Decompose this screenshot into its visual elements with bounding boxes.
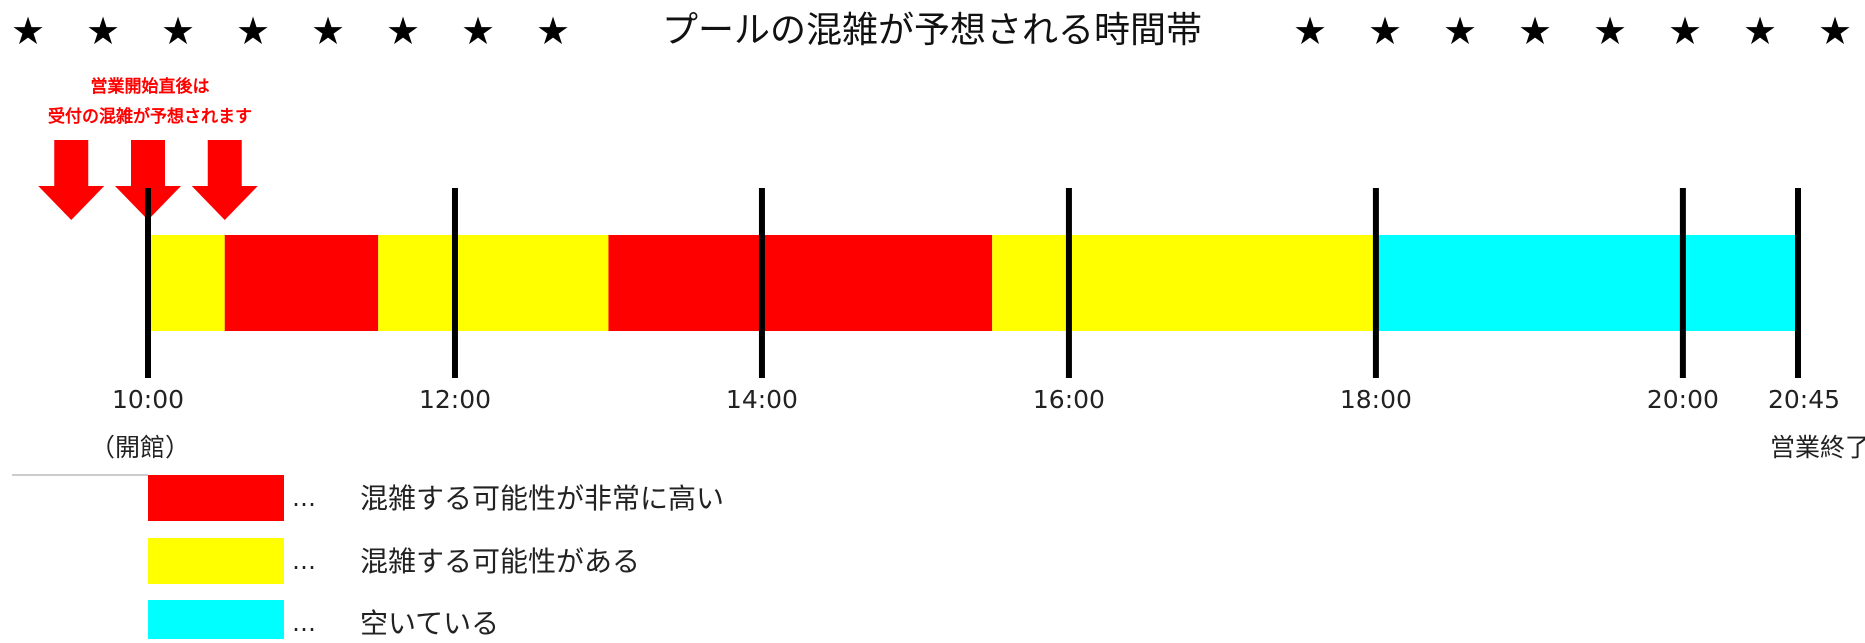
arrow-down-icon xyxy=(191,140,258,220)
tick-label: 20:00 xyxy=(1647,385,1719,414)
legend-marker: … xyxy=(292,609,316,637)
tick-label: 14:00 xyxy=(726,385,798,414)
star-icon: ★ xyxy=(386,9,420,53)
legend-swatch-possible xyxy=(148,538,284,584)
star-decoration: ★ ★ ★ ★ ★ ★ ★ ★ ★ ★ ★ ★ ★ ★ ★ ★ xyxy=(11,9,1852,53)
note-line-1: 営業開始直後は xyxy=(91,76,210,97)
tick-label: 20:45 xyxy=(1768,385,1840,414)
tick-label: 16:00 xyxy=(1033,385,1105,414)
tick-line xyxy=(1679,188,1686,378)
star-icon: ★ xyxy=(1668,9,1702,53)
segment-high xyxy=(224,235,379,331)
tick-label: 12:00 xyxy=(419,385,491,414)
arrow-down-icon xyxy=(115,140,181,220)
segment-possible xyxy=(992,235,1376,331)
legend-swatch-empty xyxy=(148,600,284,643)
star-icon: ★ xyxy=(161,9,195,53)
tick-line xyxy=(1795,188,1801,378)
page-title: プールの混雑が予想される時間帯 xyxy=(662,10,1202,51)
legend: … 混雑する可能性が非常に高い … 混雑する可能性がある … 空いている xyxy=(12,474,724,643)
star-icon: ★ xyxy=(461,9,495,53)
segment-high xyxy=(608,235,993,331)
tick-label: 18:00 xyxy=(1340,385,1412,414)
star-icon: ★ xyxy=(1443,9,1477,53)
segment-possible xyxy=(378,235,609,331)
star-icon: ★ xyxy=(11,9,45,53)
tick-line xyxy=(758,188,765,378)
segment-empty xyxy=(1375,235,1798,331)
tick-sublabel: 営業終了 xyxy=(1770,433,1865,462)
arrow-down-icon xyxy=(38,140,105,220)
tick-group: 10:00 （開館） 12:00 14:00 16:00 18:00 20:00 20:45 営… xyxy=(90,188,1865,462)
star-icon: ★ xyxy=(536,9,570,53)
segment-possible xyxy=(148,235,225,331)
star-icon: ★ xyxy=(1818,9,1852,53)
star-icon: ★ xyxy=(236,9,270,53)
legend-marker: … xyxy=(292,547,316,575)
tick-line xyxy=(1372,188,1379,378)
note-line-2: 受付の混雑が予想されます xyxy=(48,106,252,127)
tick-line xyxy=(1065,188,1072,378)
tick-line xyxy=(145,188,151,378)
legend-swatch-high xyxy=(148,475,284,521)
legend-label: 混雑する可能性が非常に高い xyxy=(360,482,724,515)
star-icon: ★ xyxy=(311,9,345,53)
legend-label: 混雑する可能性がある xyxy=(360,545,640,578)
tick-label: 10:00 xyxy=(112,385,184,414)
tick-sublabel: （開館） xyxy=(90,433,190,462)
legend-marker: … xyxy=(292,484,316,512)
legend-label: 空いている xyxy=(360,607,499,639)
star-icon: ★ xyxy=(1593,9,1627,53)
star-icon: ★ xyxy=(1368,9,1402,53)
timeline-bar xyxy=(148,235,1798,331)
tick-line xyxy=(451,188,458,378)
arrow-group xyxy=(38,140,258,220)
star-icon: ★ xyxy=(86,9,120,53)
star-icon: ★ xyxy=(1518,9,1552,53)
star-icon: ★ xyxy=(1293,9,1327,53)
star-icon: ★ xyxy=(1743,9,1777,53)
